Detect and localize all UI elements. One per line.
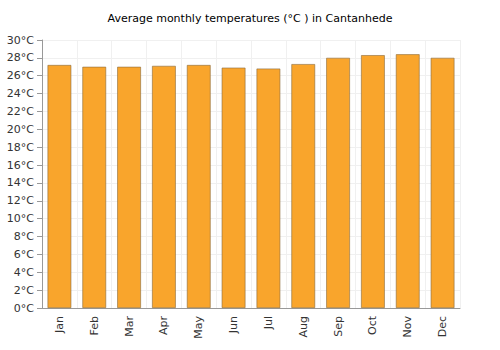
- svg-text:Sep: Sep: [332, 316, 345, 337]
- svg-text:16°C: 16°C: [7, 159, 34, 172]
- svg-text:22°C: 22°C: [7, 105, 34, 118]
- svg-text:Apr: Apr: [157, 316, 170, 336]
- svg-text:8°C: 8°C: [14, 230, 34, 243]
- svg-text:12°C: 12°C: [7, 194, 34, 207]
- svg-text:10°C: 10°C: [7, 212, 34, 225]
- svg-text:24°C: 24°C: [7, 87, 34, 100]
- svg-text:28°C: 28°C: [7, 51, 34, 64]
- svg-text:Mar: Mar: [123, 316, 136, 337]
- svg-text:Aug: Aug: [297, 316, 310, 337]
- svg-text:Jun: Jun: [227, 316, 240, 334]
- svg-text:Feb: Feb: [88, 316, 101, 335]
- svg-text:Nov: Nov: [401, 316, 414, 338]
- svg-text:14°C: 14°C: [7, 176, 34, 189]
- svg-text:Average monthly temperatures (: Average monthly temperatures (°C ) in Ca…: [108, 12, 393, 25]
- svg-text:26°C: 26°C: [7, 69, 34, 82]
- svg-text:Oct: Oct: [366, 315, 379, 335]
- svg-text:Jan: Jan: [53, 316, 66, 334]
- svg-text:30°C: 30°C: [7, 34, 34, 47]
- svg-text:18°C: 18°C: [7, 141, 34, 154]
- svg-text:4°C: 4°C: [14, 266, 34, 279]
- svg-text:6°C: 6°C: [14, 248, 34, 261]
- svg-text:20°C: 20°C: [7, 123, 34, 136]
- svg-text:Dec: Dec: [436, 316, 449, 337]
- svg-text:2°C: 2°C: [14, 284, 34, 297]
- svg-text:Jul: Jul: [262, 316, 275, 330]
- svg-text:May: May: [192, 316, 205, 339]
- svg-text:0°C: 0°C: [14, 302, 34, 315]
